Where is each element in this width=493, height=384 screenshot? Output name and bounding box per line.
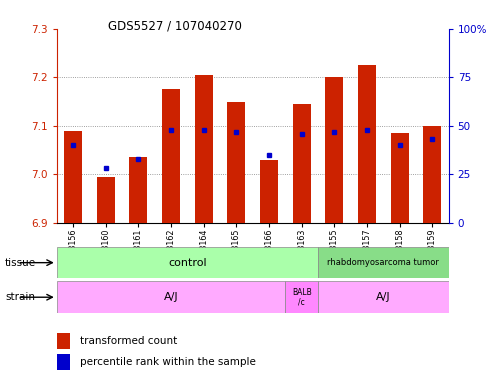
- Bar: [57, 354, 70, 370]
- FancyBboxPatch shape: [318, 281, 449, 313]
- Bar: [293, 104, 311, 223]
- Bar: [260, 160, 278, 223]
- Text: tissue: tissue: [5, 258, 36, 268]
- Text: rhabdomyosarcoma tumor: rhabdomyosarcoma tumor: [327, 258, 439, 267]
- Text: transformed count: transformed count: [80, 336, 177, 346]
- Bar: [390, 133, 409, 223]
- Text: control: control: [168, 258, 207, 268]
- Bar: [227, 101, 246, 223]
- Text: A/J: A/J: [376, 292, 390, 302]
- Bar: [64, 131, 82, 223]
- FancyBboxPatch shape: [57, 247, 318, 278]
- Text: GDS5527 / 107040270: GDS5527 / 107040270: [108, 20, 243, 33]
- Text: strain: strain: [5, 292, 35, 302]
- FancyBboxPatch shape: [285, 281, 318, 313]
- Text: percentile rank within the sample: percentile rank within the sample: [80, 357, 256, 367]
- Text: A/J: A/J: [164, 292, 178, 302]
- FancyBboxPatch shape: [318, 247, 449, 278]
- Text: BALB
/c: BALB /c: [292, 288, 312, 307]
- Bar: [162, 89, 180, 223]
- Bar: [358, 65, 376, 223]
- Bar: [195, 75, 212, 223]
- FancyBboxPatch shape: [57, 281, 285, 313]
- Bar: [423, 126, 441, 223]
- Bar: [325, 77, 343, 223]
- Bar: [129, 157, 147, 223]
- Bar: [57, 333, 70, 349]
- Bar: [97, 177, 115, 223]
